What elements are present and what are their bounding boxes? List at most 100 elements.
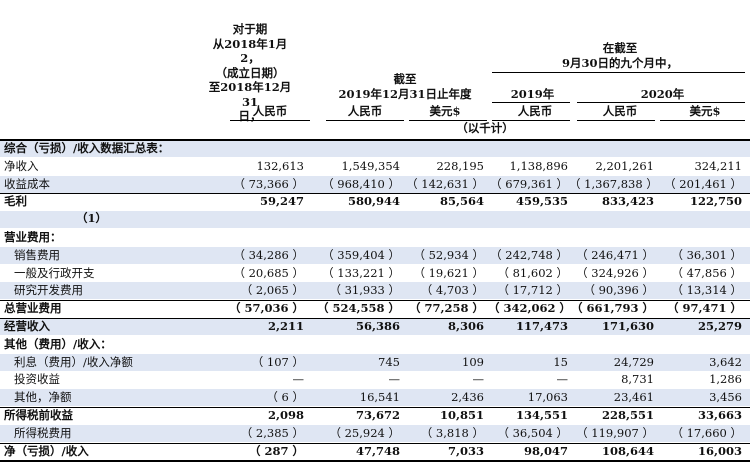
currency-underline-6 — [660, 120, 745, 121]
row-value-col2: 1,549,354 — [341, 158, 400, 173]
row-value-col6: （ 97,471 ） — [666, 301, 742, 316]
row-value-col5: 171,630 — [601, 319, 654, 333]
rule-gross-profit — [0, 193, 750, 195]
row-value-col6: 33,663 — [697, 408, 742, 422]
row-label: 利息（费用）/收入净额 — [14, 354, 133, 369]
row-value-col2: 745 — [378, 354, 400, 369]
header-year-2019: 2019年 — [510, 87, 555, 101]
row-label: 其他，净额 — [14, 390, 72, 405]
rule-operating-income — [0, 318, 750, 319]
row-value-col5: 108,644 — [601, 443, 654, 458]
row-value-col3: — — [472, 372, 485, 387]
row-value-col2: 56,386 — [355, 319, 400, 333]
row-value-col5: 8,731 — [621, 372, 654, 387]
row-value-col3: 109 — [462, 354, 484, 369]
row-value-col5: （ 661,793 ） — [570, 301, 654, 316]
row-value-col1: （ 287 ） — [248, 443, 304, 458]
table-row: 销售费用 （ 34,286 ） （ 359,404 ） （ 52,934 ） （ 242… — [0, 246, 750, 264]
row-label: 所得税费用 — [14, 425, 72, 440]
row-value-col6: （ 201,461 ） — [664, 176, 742, 191]
currency-underline-4 — [492, 120, 570, 121]
row-value-col5: （ 246,471 ） — [576, 247, 654, 262]
row-label: 净收入 — [4, 158, 39, 173]
row-value-col3: （ 142,631 ） — [406, 176, 484, 191]
row-label: 投资收益 — [14, 372, 60, 387]
table-row: 收益成本 （ 73,366 ） （ 968,410 ） （ 142,631 ） （ 67… — [0, 175, 750, 193]
currency-underline-2 — [326, 120, 404, 121]
row-value-col5: （ 90,396 ） — [583, 283, 654, 298]
row-value-col4: 1,138,896 — [509, 158, 568, 173]
row-value-col5: （ 119,907 ） — [576, 425, 654, 440]
row-value-col3: 7,033 — [447, 443, 484, 458]
header-period1-line: 对于期 — [232, 22, 268, 36]
row-value-col6: 122,750 — [689, 194, 742, 209]
table-row: 总营业费用 （ 57,036 ） （ 524,558 ） （ 77,258 ） （ 34… — [0, 300, 750, 317]
row-value-col3: 85,564 — [439, 194, 484, 209]
row-value-col1: （ 20,685 ） — [233, 265, 304, 280]
row-label: 一般及行政开支 — [14, 265, 95, 280]
unit-label: （以千计） — [456, 121, 514, 135]
row-value-col2: （ 25,924 ） — [329, 425, 400, 440]
row-value-col5: 2,201,261 — [595, 158, 654, 173]
rule-net — [0, 442, 750, 444]
row-value-col4: （ 242,748 ） — [490, 247, 568, 262]
table-row: 其他（费用）/收入： — [0, 336, 750, 353]
row-value-col2: 580,944 — [347, 194, 400, 209]
row-value-col1: 2,098 — [267, 408, 304, 422]
currency-col2: 人民币 — [347, 104, 383, 118]
row-label: 综合（亏损）/收入数据汇总表： — [4, 141, 170, 155]
row-value-col3: （ 3,818 ） — [420, 425, 484, 440]
header-period1-line: 至2018年12月31 — [208, 80, 292, 109]
row-value-col4: 17,063 — [527, 390, 568, 405]
header-period3-underline — [492, 72, 745, 73]
row-value-col1: （ 2,385 ） — [240, 425, 304, 440]
row-value-col2: 73,672 — [355, 408, 400, 422]
table-row: 利息（费用）/收入净额 （ 107 ） 745 109 15 24,729 3,642 — [0, 353, 750, 371]
header-period3: 在截至 9月30日的九个月中， — [520, 41, 720, 70]
header-period2-line: 截至 — [393, 72, 417, 86]
row-value-col6: （ 13,314 ） — [671, 283, 742, 298]
row-value-col1: （ 73,366 ） — [233, 176, 304, 191]
row-value-col4: （ 342,062 ） — [488, 301, 572, 316]
row-value-col3: 10,851 — [439, 408, 484, 422]
currency-col3: 美元$ — [429, 104, 461, 118]
row-value-col4: 134,551 — [515, 408, 568, 422]
row-value-col1: 132,613 — [256, 158, 304, 173]
table-row: 所得税费用 （ 2,385 ） （ 25,924 ） （ 3,818 ） （ 36,50… — [0, 424, 750, 442]
table-row: 其他，净额 （ 6 ） 16,541 2,436 17,063 23,461 3,456 — [0, 389, 750, 407]
row-value-col4: 117,473 — [515, 319, 568, 333]
row-label: 总营业费用 — [4, 301, 62, 316]
table-row: 综合（亏损）/收入数据汇总表： — [0, 140, 750, 157]
row-value-col4: — — [556, 372, 569, 387]
row-value-col1: （ 34,286 ） — [233, 247, 304, 262]
currency-col6: 美元$ — [689, 104, 721, 118]
row-label: 毛利 — [4, 194, 27, 209]
header-year-2020: 2020年 — [640, 87, 685, 101]
table-row: 净（亏损）/收入 （ 287 ） 47,748 7,033 98,047 108,644 1… — [0, 443, 750, 460]
header-period2-line: 2019年12月31日止年度 — [338, 86, 472, 101]
row-value-col6: 25,279 — [697, 319, 742, 333]
row-value-col1: （ 2,065 ） — [240, 283, 304, 298]
row-value-col2: （ 31,933 ） — [329, 283, 400, 298]
table-row — [0, 211, 750, 229]
row-value-col3: （ 52,934 ） — [413, 247, 484, 262]
row-label: 研究开发费用 — [14, 283, 83, 298]
table-row: 研究开发费用 （ 2,065 ） （ 31,933 ） （ 4,703 ） （ 17,7… — [0, 282, 750, 300]
row-value-col2: （ 968,410 ） — [322, 176, 400, 191]
table-row: 毛利 59,247 580,944 85,564 459,535 833,423 122,7… — [0, 193, 750, 210]
row-value-col3: （ 19,621 ） — [413, 265, 484, 280]
row-value-col6: 3,456 — [709, 390, 742, 405]
rule-total-opex — [0, 300, 750, 302]
row-value-col6: （ 17,660 ） — [671, 425, 742, 440]
row-value-col2: （ 133,221 ） — [322, 265, 400, 280]
currency-col1: 人民币 — [252, 104, 288, 118]
header-period1-line: 从2018年1月2， — [212, 36, 288, 66]
currency-underline-5 — [577, 120, 655, 121]
row-value-col6: 324,211 — [694, 158, 742, 173]
row-value-col3: （ 77,258 ） — [408, 301, 484, 316]
table-row: 营业费用： — [0, 229, 750, 246]
row-value-col6: 3,642 — [709, 354, 742, 369]
row-label: 收益成本 — [4, 176, 50, 191]
row-value-col1: （ 107 ） — [251, 354, 304, 369]
row-label: 其他（费用）/收入： — [4, 336, 112, 351]
